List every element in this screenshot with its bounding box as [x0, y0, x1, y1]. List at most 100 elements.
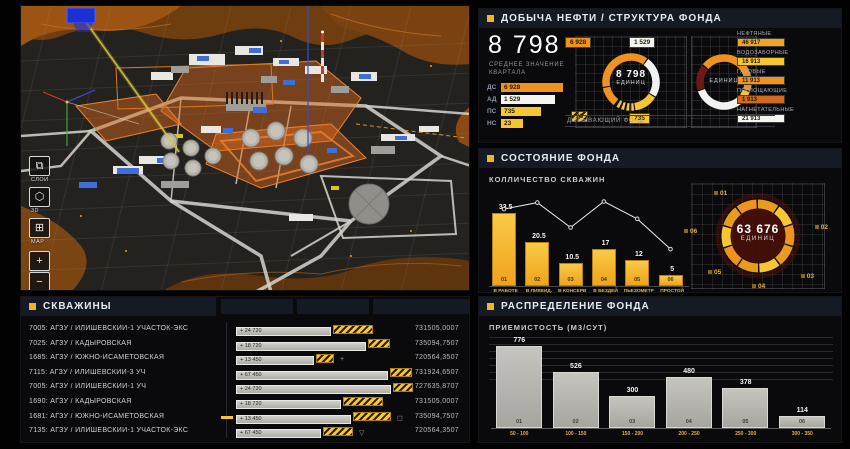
layers-button[interactable]: ⧉	[29, 156, 50, 176]
bar-value-label: 776	[513, 336, 526, 344]
panel-header: СКВАЖИНЫ	[21, 297, 216, 316]
bar-index-label: 04	[600, 277, 607, 283]
donut-tag: 6 928	[565, 37, 592, 48]
well-row-icon: ◻	[397, 415, 403, 423]
legend-value: 1 529	[501, 94, 555, 104]
table-row[interactable]: 1681: АГЗУ / ЮЖНО-ИСАМЕТОВСКАЯ + 13 450 …	[21, 410, 469, 425]
wells-divider	[226, 322, 227, 438]
well-type-legend: НЕФТЯНЫЕ 46 917 ВОДОЗАБОРНЫЕ 16 913 ГАЗО…	[737, 31, 839, 126]
well-bar-segment	[343, 397, 383, 407]
table-row[interactable]: 7135: АГЗУ / ИЛИШЕВСКИЙ-1 УЧАСТОК-ЭКС + …	[21, 424, 469, 439]
legend-value: 6 928	[501, 82, 563, 92]
production-title: ДОБЫЧА НЕФТИ / СТРУКТУРА ФОНДА	[501, 13, 722, 24]
scene-annotations	[42, 6, 467, 257]
well-bar-segment	[368, 339, 390, 349]
well-bar: + 67 450	[236, 429, 321, 439]
donut-segment	[723, 245, 743, 266]
bar-value-label: 17	[601, 240, 610, 248]
legend-row: ВОДОЗАБОРНЫЕ 16 913	[737, 50, 839, 69]
well-name: 7025: АГЗУ / КАДЫРОВСКАЯ	[29, 339, 132, 347]
table-row[interactable]: 1685: АГЗУ / ЮЖНО-ИСАМЕТОВСКАЯ + 13 450 …	[21, 351, 469, 366]
table-row[interactable]: 7115: АГЗУ / ИЛИШЕВСКИЙ-3 УЧ + 67 450 73…	[21, 366, 469, 381]
bar-index-label: 01	[500, 277, 508, 283]
tick-square-icon	[714, 191, 718, 195]
mode-3d-label: 3D	[31, 208, 40, 214]
well-value: 731924,6507	[414, 368, 459, 376]
wells-header-block	[297, 299, 369, 314]
table-row[interactable]: 1690: АГЗУ / КАДЫРОВСКАЯ + 18 720 731505…	[21, 395, 469, 410]
bar-caption: 200 - 250	[678, 431, 700, 437]
legend-row: НАГНЕТАТЕЛЬНЫЕ 21 913	[737, 107, 839, 126]
tank	[204, 147, 222, 165]
status-subtitle: КОЛЛИЧЕСТВО СКВАЖИН	[489, 175, 606, 184]
donut-segment	[602, 53, 648, 87]
table-row[interactable]: 7025: АГЗУ / КАДЫРОВСКАЯ + 18 720 735094…	[21, 337, 469, 352]
bar-value-label: 10.5	[565, 254, 580, 262]
well-bar: + 67 450	[236, 370, 388, 380]
legend-row: ДС 6 928	[487, 81, 569, 93]
well-name: 1685: АГЗУ / ЮЖНО-ИСАМЕТОВСКАЯ	[29, 354, 165, 362]
tank	[162, 152, 180, 170]
map-button[interactable]: ⊞	[29, 218, 50, 238]
table-row[interactable]: 7005: АГЗУ / ИЛИШЕВСКИЙ-1 УЧ + 24 720 72…	[21, 380, 469, 395]
panel-header: ДОБЫЧА НЕФТИ / СТРУКТУРА ФОНДА	[479, 9, 841, 28]
well-bar: + 13 450	[236, 414, 351, 424]
bar: 05	[722, 387, 769, 428]
zoom-out-button[interactable]: −	[29, 272, 50, 290]
fund-distribution-panel: РАСПРЕДЕЛЕНИЕ ФОНДА ПРИЕМИСТОСТЬ (М3/СУТ…	[478, 296, 842, 443]
tick-square-icon	[708, 270, 712, 274]
bar-index-label: 05	[742, 419, 749, 425]
well-bar-segment	[316, 353, 334, 363]
selection-cursor-box	[66, 7, 96, 24]
scatter-dots	[80, 40, 432, 257]
bar-caption: ПРОСТОЙ	[660, 289, 684, 294]
bar-value-label: 300	[626, 387, 639, 395]
well-value: 731505,0007	[414, 397, 459, 405]
wells-count-chart: 01 33.5 02 20.5 03 10.5 04 17 05 12 06 5	[489, 195, 689, 287]
donut-segment	[696, 65, 709, 91]
bar-index-label: 01	[515, 419, 523, 425]
legend-value: 735	[501, 106, 541, 116]
bar-index-label: 02	[534, 277, 541, 283]
axis-gizmo	[42, 89, 140, 146]
injectivity-captions: 50 - 100 100 - 150 150 - 200 200 - 250 250 -…	[491, 431, 831, 437]
bar-value-label: 5	[670, 266, 675, 274]
layers-icon: ⧉	[35, 160, 44, 172]
wells-table: 7005: АГЗУ / ИЛИШЕВСКИЙ-1 УЧАСТОК-ЭКС + …	[21, 322, 469, 439]
bar-caption: В БЕЗДЕЙ	[593, 289, 618, 294]
donut-svg	[602, 53, 660, 111]
manifold-pins	[226, 92, 263, 104]
legend-row: ПС 735	[487, 105, 569, 117]
map-label: МАР	[31, 239, 45, 245]
well-name: 7005: АГЗУ / ИЛИШЕВСКИЙ-1 УЧАСТОК-ЭКС	[29, 325, 189, 332]
big-tank	[348, 183, 390, 225]
zoom-in-button[interactable]: +	[29, 251, 50, 271]
legend-label: НС	[487, 119, 497, 127]
bar: 04	[591, 249, 616, 286]
gauge-label: 05	[708, 269, 721, 276]
bar: 02	[525, 241, 550, 286]
panel-bullet-icon	[487, 155, 494, 162]
bar-caption: 50 - 100	[510, 431, 529, 437]
donut-segment	[757, 199, 779, 214]
quarter-average-caption: СРЕДНЕЕ ЗНАЧЕНИЕ КВАРТАЛА	[489, 62, 565, 76]
tick-square-icon	[684, 229, 688, 233]
legend-label: ВОДОЗАБОРНЫЕ	[737, 50, 789, 56]
bar-value-label: 114	[796, 406, 808, 414]
donut-segment	[721, 226, 732, 248]
map-3d-viewport[interactable]: ⧉ СЛОИ ⬡ 3D ⊞ МАР + − ↗	[20, 5, 470, 291]
legend-label: ГАЗОВЫЕ	[737, 69, 766, 75]
donut-segment	[736, 199, 758, 214]
donut-center: ЕДИНИЦ	[709, 78, 739, 84]
well-bar-segment	[393, 382, 413, 392]
well-bar-track: + 24 720	[236, 382, 421, 395]
mode-3d-button[interactable]: ⬡	[29, 187, 50, 207]
gauge-label: 03	[800, 273, 814, 280]
bar-index-label: 05	[634, 277, 641, 283]
donut-center: 8 798 ЕДИНИЦ	[615, 69, 647, 86]
table-row[interactable]: 7005: АГЗУ / ИЛИШЕВСКИЙ-1 УЧАСТОК-ЭКС + …	[21, 322, 469, 337]
well-bar-segment	[390, 368, 412, 378]
well-value: 727635,8707	[414, 383, 459, 391]
panel-bullet-icon	[487, 15, 494, 22]
fund-state-gauge: 63 676 ЕДИНИЦ 01 02 03 04 05 06	[684, 183, 828, 290]
